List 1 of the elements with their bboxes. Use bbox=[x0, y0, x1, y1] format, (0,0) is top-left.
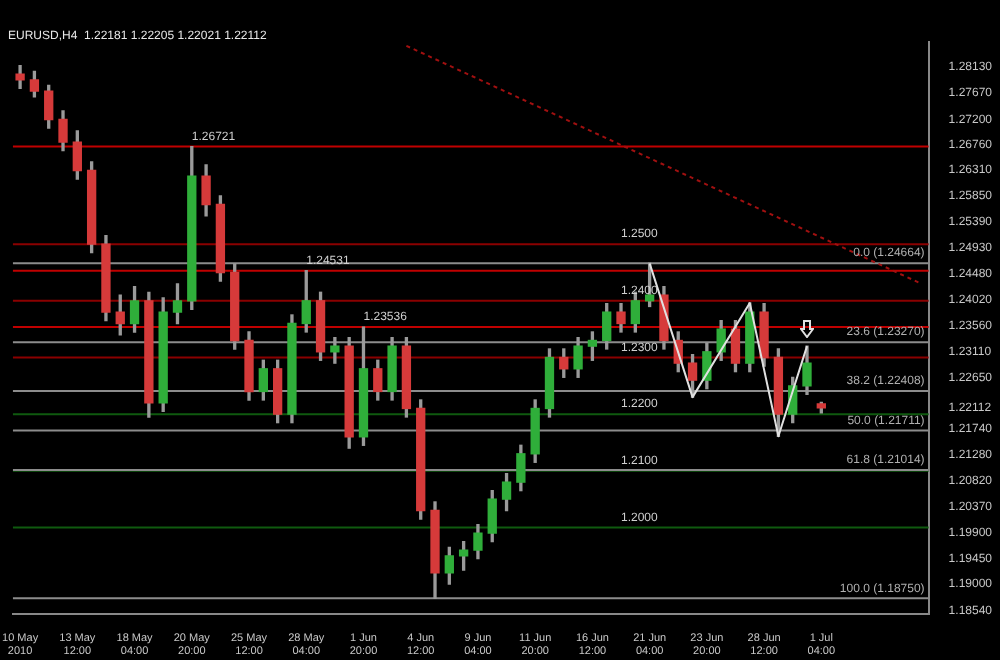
candlestick bbox=[330, 336, 340, 364]
